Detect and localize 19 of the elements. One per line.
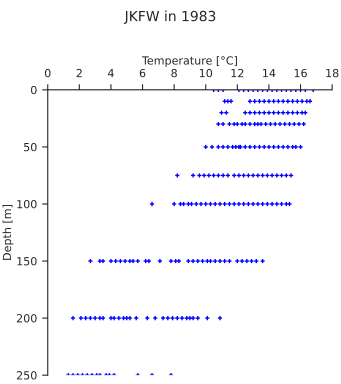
x-tick-label: 10 bbox=[200, 68, 212, 78]
x-tick-label: 4 bbox=[108, 69, 114, 78]
x-tick-label: 14 bbox=[263, 69, 276, 78]
y-tick-label: 0 bbox=[30, 86, 37, 94]
y-tick-label: 100 bbox=[17, 200, 37, 208]
y-tick-label: 150 bbox=[17, 257, 37, 266]
y-tick-label: 50 bbox=[24, 142, 37, 152]
y-axis-title: Depth [m] bbox=[2, 205, 14, 260]
x-tick-label: 6 bbox=[140, 68, 146, 78]
y-tick-label: 200 bbox=[16, 314, 37, 322]
x-tick-label: 0 bbox=[44, 68, 51, 78]
x-tick-label: 18 bbox=[326, 68, 338, 78]
y-tick-label: 250 bbox=[16, 371, 37, 380]
x-tick-label: 8 bbox=[171, 68, 177, 78]
chart-title: JKFW in 1983 bbox=[124, 10, 216, 24]
x-tick-label: 12 bbox=[231, 68, 244, 78]
x-tick-label: 16 bbox=[294, 68, 307, 78]
x-axis-title: Temperature [°C] bbox=[142, 56, 237, 67]
x-tick-label: 2 bbox=[76, 68, 82, 78]
